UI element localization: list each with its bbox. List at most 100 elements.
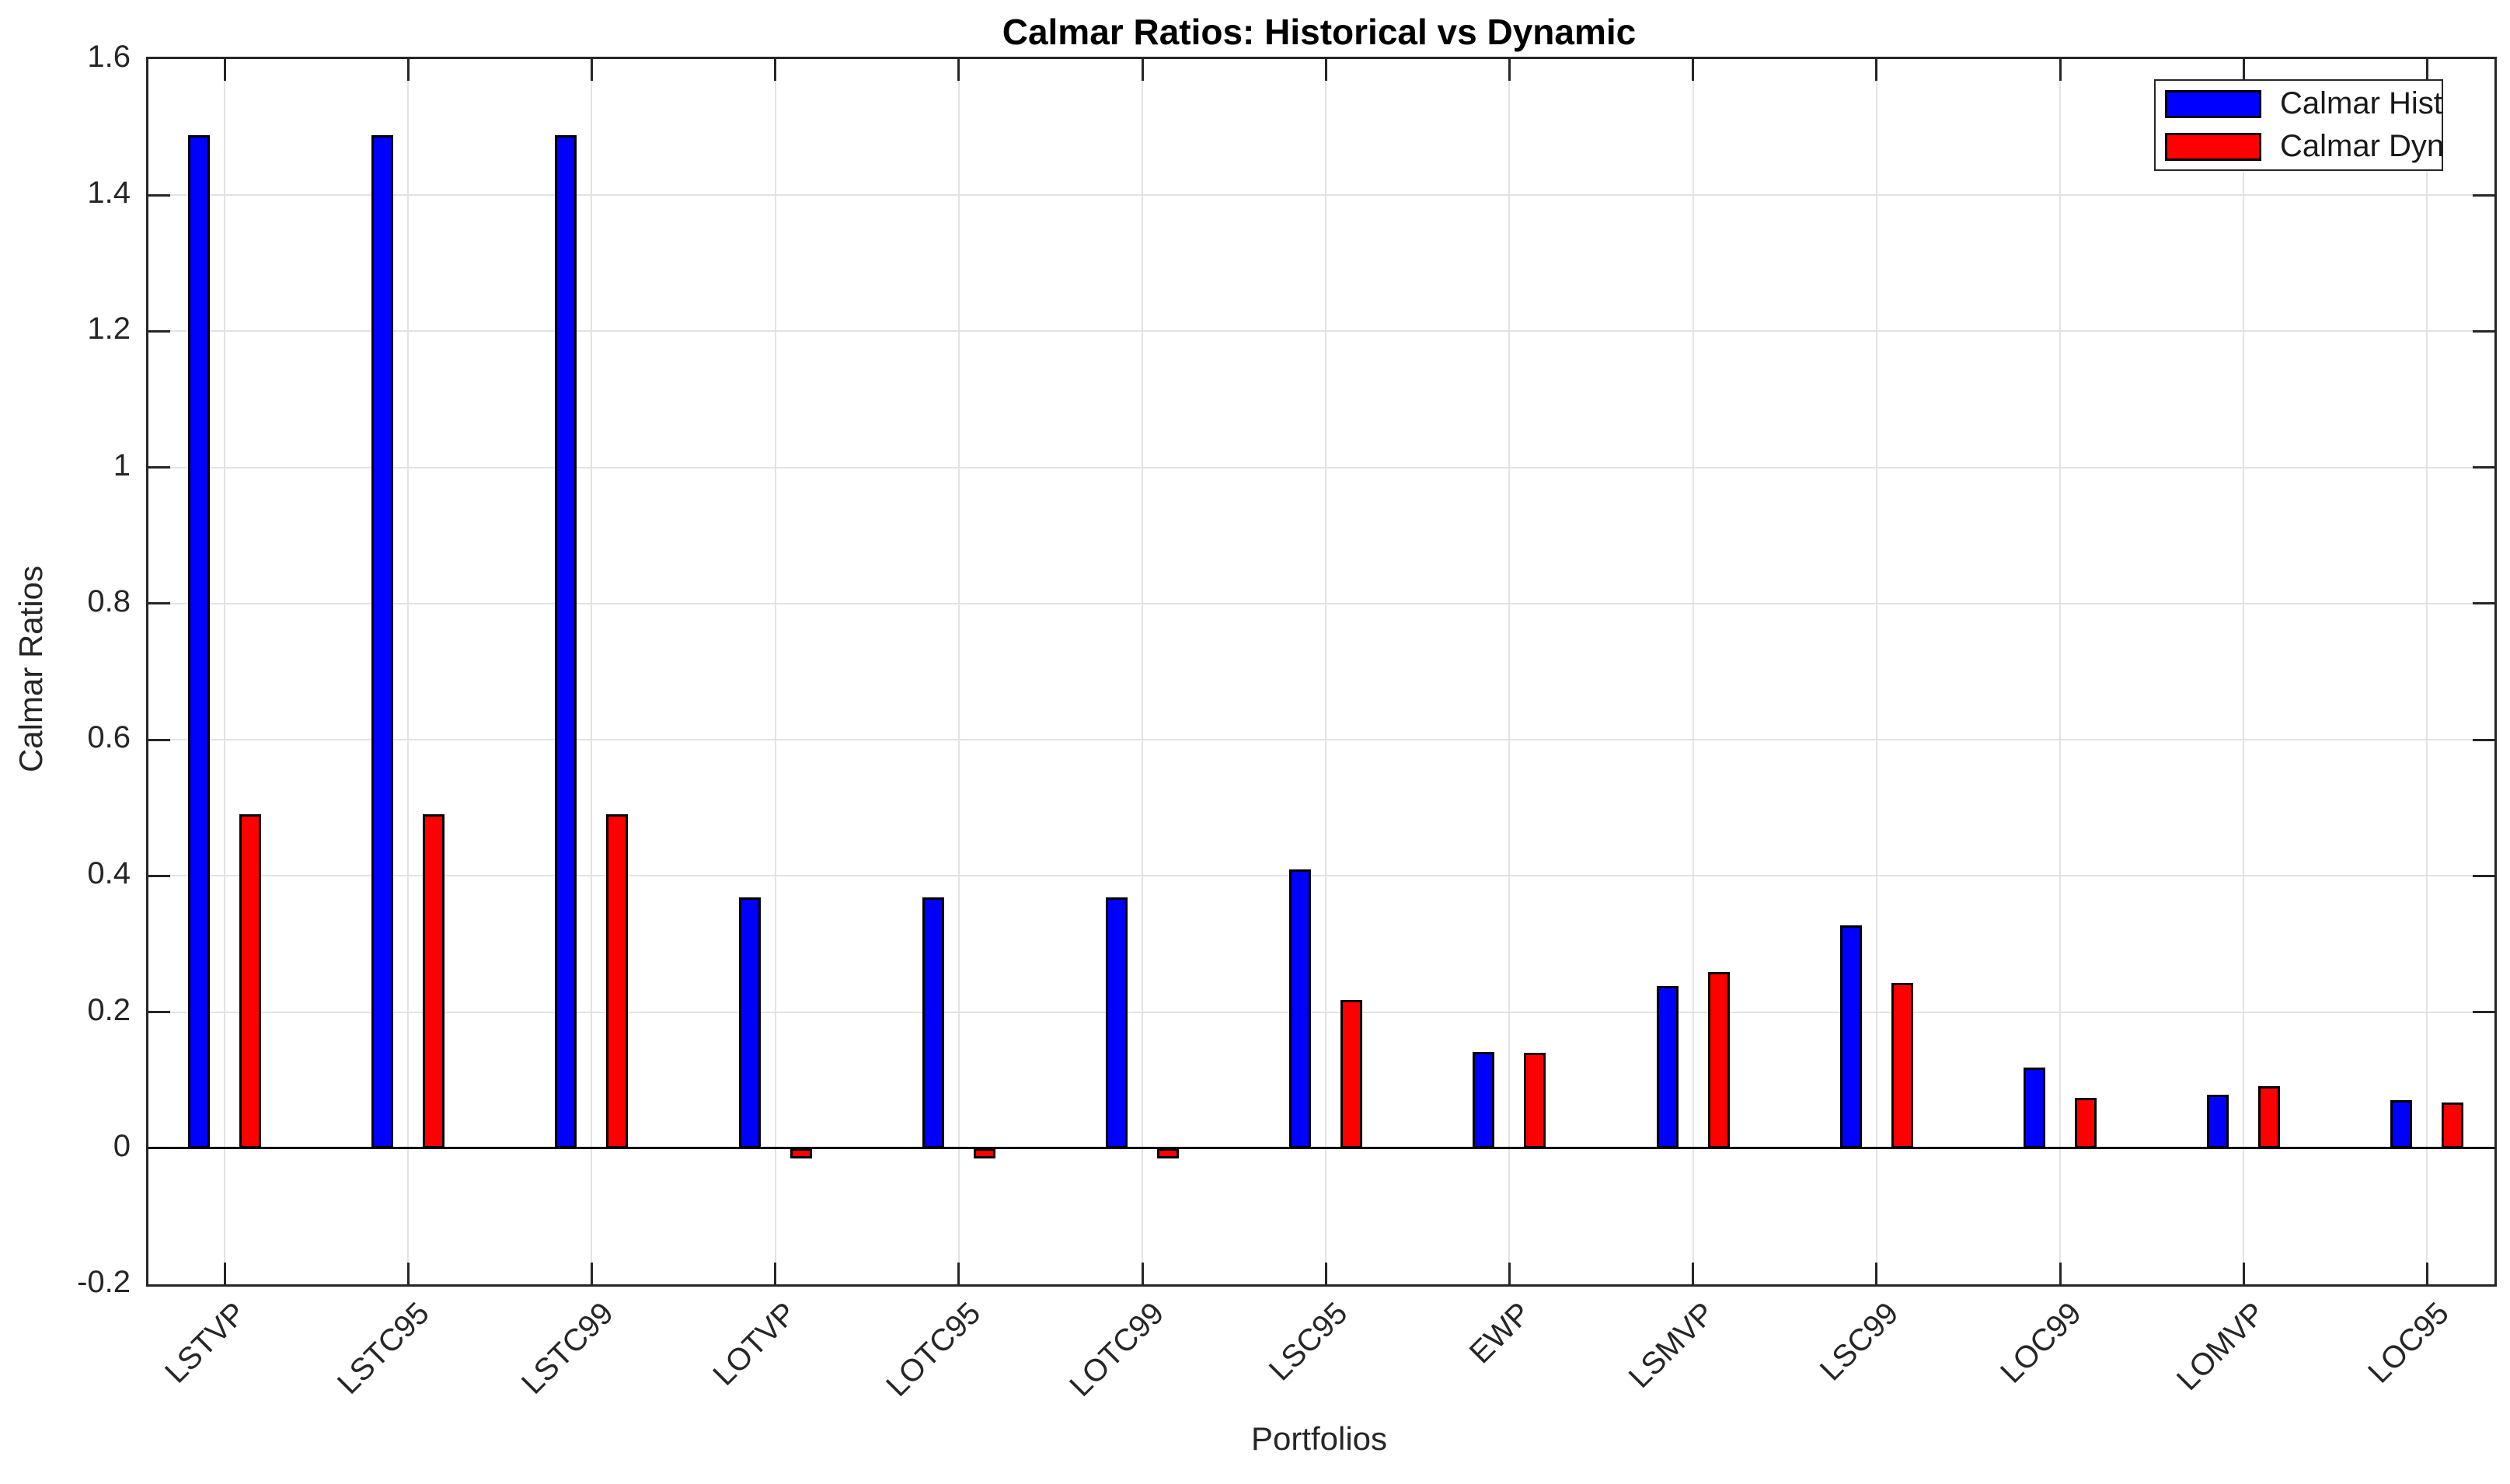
legend-label-dyn: Calmar Dyn bbox=[2280, 129, 2445, 163]
y-axis-tick bbox=[2473, 602, 2494, 605]
x-axis-tick bbox=[2425, 59, 2428, 81]
y-axis-tick bbox=[2473, 874, 2494, 877]
x-axis-tick bbox=[2242, 59, 2245, 81]
y-tick-label--0.2: -0.2 bbox=[77, 1265, 131, 1299]
gridline-horizontal bbox=[148, 602, 2494, 604]
y-tick-label-0.2: 0.2 bbox=[87, 992, 131, 1027]
x-axis-tick bbox=[957, 1263, 960, 1284]
bar-dyn-EWP bbox=[1524, 1053, 1546, 1148]
gridline-vertical bbox=[2059, 59, 2061, 1284]
gridline-horizontal bbox=[148, 875, 2494, 877]
bar-hist-LOTC95 bbox=[922, 897, 944, 1148]
legend-entry-dyn: Calmar Dyn bbox=[2165, 129, 2444, 164]
x-axis-tick bbox=[2425, 1263, 2428, 1284]
gridline-vertical bbox=[591, 59, 593, 1284]
x-axis-tick bbox=[1324, 59, 1327, 81]
x-axis-tick bbox=[1141, 59, 1144, 81]
x-axis-tick bbox=[1692, 1263, 1695, 1284]
y-axis-tick bbox=[148, 738, 170, 741]
x-axis-tick bbox=[1324, 1263, 1327, 1284]
x-axis-tick bbox=[1508, 1263, 1511, 1284]
bar-dyn-LOTC99 bbox=[1157, 1148, 1179, 1158]
x-axis-tick bbox=[223, 59, 226, 81]
zero-baseline bbox=[148, 1147, 2494, 1150]
x-axis-tick bbox=[1508, 59, 1511, 81]
x-axis-tick bbox=[774, 59, 777, 81]
x-tick-label-LOMVP: LOMVP bbox=[2170, 1296, 2272, 1398]
x-axis-tick bbox=[774, 1263, 777, 1284]
x-axis-tick bbox=[1875, 1263, 1878, 1284]
bar-hist-LOC95 bbox=[2390, 1099, 2413, 1148]
gridline-vertical bbox=[1508, 59, 1511, 1284]
x-tick-label-LSTC95: LSTC95 bbox=[331, 1296, 437, 1401]
bar-dyn-LOTVP bbox=[790, 1148, 812, 1158]
bar-hist-LOTC99 bbox=[1106, 897, 1128, 1148]
gridline-vertical bbox=[224, 59, 225, 1284]
bar-hist-LSTC95 bbox=[371, 135, 394, 1148]
gridline-vertical bbox=[2426, 59, 2428, 1284]
legend: Calmar Hist Calmar Dyn bbox=[2154, 79, 2444, 171]
bar-dyn-LOC99 bbox=[2075, 1097, 2097, 1148]
y-tick-label-0.4: 0.4 bbox=[87, 856, 131, 891]
bar-dyn-LSC99 bbox=[1891, 982, 1913, 1148]
x-tick-label-LSTVP: LSTVP bbox=[159, 1296, 253, 1390]
bar-dyn-LOTC95 bbox=[973, 1148, 995, 1158]
bar-dyn-LSTVP bbox=[239, 814, 261, 1148]
bar-hist-LOMVP bbox=[2207, 1094, 2229, 1148]
x-axis-label: Portfolios bbox=[1250, 1420, 1388, 1457]
y-axis-tick bbox=[148, 1011, 170, 1014]
x-tick-label-LOTVP: LOTVP bbox=[706, 1296, 804, 1392]
legend-swatch-hist bbox=[2165, 89, 2261, 118]
y-axis-tick bbox=[148, 602, 170, 605]
x-tick-label-LSC99: LSC99 bbox=[1813, 1296, 1905, 1388]
y-axis-tick bbox=[148, 466, 170, 469]
x-axis-tick bbox=[1875, 59, 1878, 81]
legend-entry-hist: Calmar Hist bbox=[2165, 86, 2442, 121]
gridline-horizontal bbox=[148, 1011, 2494, 1013]
y-axis-tick bbox=[148, 874, 170, 877]
y-axis-tick bbox=[2473, 738, 2494, 741]
gridline-vertical bbox=[1692, 59, 1694, 1284]
x-tick-label-LSTC99: LSTC99 bbox=[514, 1296, 620, 1401]
chart-title: Calmar Ratios: Historical vs Dynamic bbox=[1002, 12, 1637, 52]
y-tick-label-0.8: 0.8 bbox=[87, 583, 131, 618]
y-tick-label-1.2: 1.2 bbox=[87, 312, 131, 347]
x-tick-label-LSC95: LSC95 bbox=[1262, 1296, 1354, 1388]
x-tick-label-LSMVP: LSMVP bbox=[1622, 1296, 1721, 1395]
bar-dyn-LOC95 bbox=[2442, 1103, 2464, 1148]
bar-hist-EWP bbox=[1473, 1052, 1495, 1148]
x-axis-tick bbox=[1692, 59, 1695, 81]
y-axis-tick bbox=[2473, 329, 2494, 333]
x-axis-tick bbox=[2242, 1263, 2245, 1284]
bar-hist-LOC99 bbox=[2024, 1068, 2045, 1148]
x-axis-tick bbox=[406, 1263, 410, 1284]
y-tick-label-1.4: 1.4 bbox=[87, 176, 131, 211]
y-tick-label-1: 1 bbox=[113, 448, 131, 482]
y-tick-label-1.6: 1.6 bbox=[87, 40, 131, 74]
x-tick-label-EWP: EWP bbox=[1462, 1296, 1538, 1371]
y-axis-tick bbox=[2473, 1011, 2494, 1014]
gridline-horizontal bbox=[148, 330, 2494, 333]
y-axis-tick bbox=[2473, 193, 2494, 197]
gridline-horizontal bbox=[148, 739, 2494, 741]
gridline-vertical bbox=[407, 59, 410, 1284]
x-axis-tick bbox=[223, 1263, 226, 1284]
x-axis-tick bbox=[2059, 59, 2062, 81]
x-tick-label-LOTC99: LOTC99 bbox=[1063, 1296, 1171, 1404]
bar-dyn-LSTC95 bbox=[423, 814, 445, 1148]
gridline-vertical bbox=[1875, 59, 1877, 1284]
legend-swatch-dyn bbox=[2165, 132, 2261, 161]
legend-label-hist: Calmar Hist bbox=[2280, 86, 2442, 120]
x-tick-label-LOC99: LOC99 bbox=[1994, 1296, 2089, 1390]
y-tick-label-0: 0 bbox=[113, 1128, 131, 1163]
x-tick-label-LOTC95: LOTC95 bbox=[879, 1296, 987, 1404]
y-tick-label-0.6: 0.6 bbox=[87, 720, 131, 755]
x-axis-tick bbox=[590, 59, 593, 81]
bar-hist-LSMVP bbox=[1656, 986, 1679, 1148]
y-axis-tick bbox=[2473, 466, 2494, 469]
x-axis-tick bbox=[1141, 1263, 1144, 1284]
bar-dyn-LSTC99 bbox=[606, 814, 629, 1148]
y-axis-tick bbox=[148, 329, 170, 333]
bar-hist-LSTVP bbox=[188, 135, 210, 1148]
